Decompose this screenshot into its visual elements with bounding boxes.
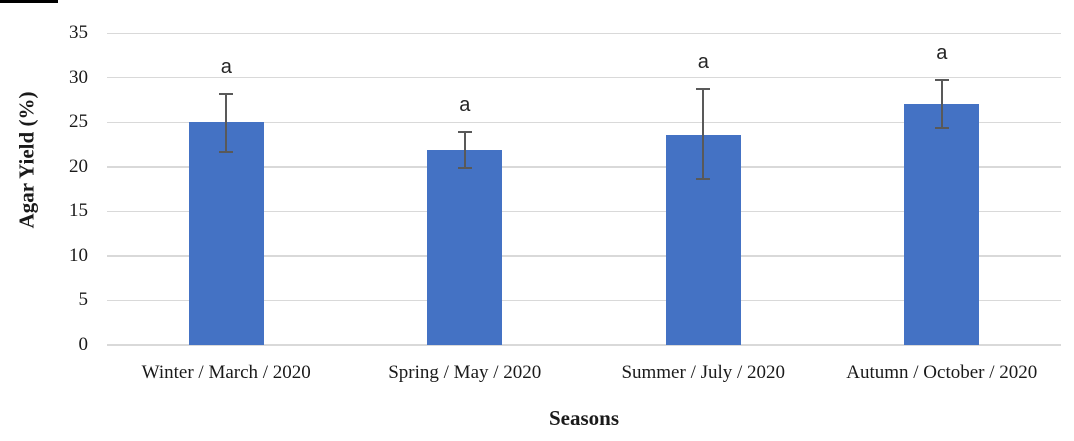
x-axis-title: Seasons	[548, 406, 620, 430]
x-category-label: Spring / May / 2020	[388, 362, 542, 383]
significance-label: a	[459, 93, 471, 116]
bar	[904, 104, 980, 345]
gridline	[107, 77, 1061, 79]
crop-artifact-line	[0, 0, 58, 3]
x-axis-line	[107, 344, 1061, 346]
error-bar-line	[940, 80, 943, 129]
x-category-label: Winter / March / 2020	[141, 362, 311, 383]
y-tick-label: 5	[78, 289, 89, 311]
error-bar-bottom-cap	[696, 178, 711, 181]
error-bar-bottom-cap	[934, 127, 949, 130]
y-tick-label: 25	[69, 111, 88, 133]
error-bar-top-cap	[219, 92, 234, 95]
bar	[188, 122, 264, 345]
error-bar-bottom-cap	[457, 167, 472, 170]
y-axis-title: Agar Yield (%)	[14, 91, 39, 229]
error-bar-bottom-cap	[219, 150, 234, 153]
y-tick-label: 15	[69, 200, 88, 222]
gridline	[107, 255, 1061, 257]
y-tick-label: 30	[69, 66, 88, 88]
error-bar-line	[225, 93, 228, 152]
error-bar-top-cap	[457, 130, 472, 133]
gridline	[107, 166, 1061, 168]
gridline	[107, 299, 1061, 302]
gridline	[107, 121, 1061, 124]
bar	[427, 149, 503, 345]
x-category-label: Autumn / October / 2020	[846, 362, 1038, 383]
error-bar-line	[463, 131, 466, 169]
gridline	[107, 32, 1061, 34]
y-tick-label: 35	[69, 22, 88, 43]
y-tick-label: 0	[78, 334, 89, 355]
error-bar-top-cap	[934, 79, 949, 82]
significance-label: a	[697, 51, 709, 74]
y-tick-label: 20	[69, 155, 88, 177]
significance-label: a	[936, 42, 948, 65]
y-tick-label: 10	[69, 244, 88, 266]
error-bar-top-cap	[696, 88, 711, 91]
error-bar-line	[702, 89, 705, 180]
x-category-label: Summer / July / 2020	[621, 362, 786, 383]
significance-label: a	[220, 55, 232, 78]
gridline	[107, 210, 1061, 213]
